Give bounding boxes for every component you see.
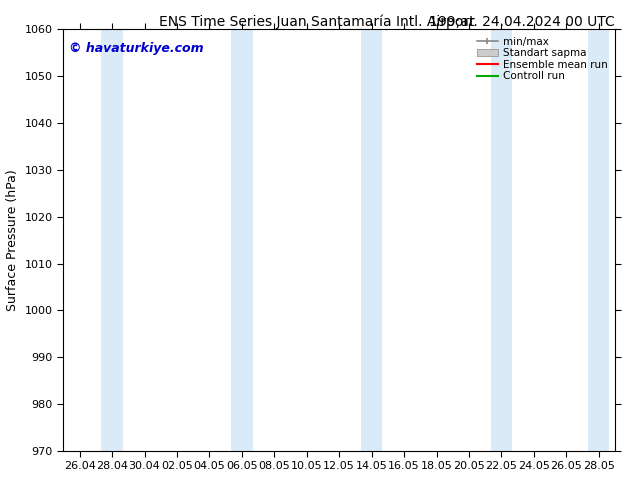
Bar: [101, 29, 113, 451]
Y-axis label: Surface Pressure (hPa): Surface Pressure (hPa): [6, 169, 19, 311]
Bar: [241, 29, 252, 451]
Bar: [500, 29, 512, 451]
Bar: [231, 29, 243, 451]
Bar: [598, 29, 609, 451]
Bar: [361, 29, 373, 451]
Bar: [371, 29, 382, 451]
Text: © havaturkiye.com: © havaturkiye.com: [69, 42, 204, 55]
Bar: [491, 29, 502, 451]
Legend: min/max, Standart sapma, Ensemble mean run, Controll run: min/max, Standart sapma, Ensemble mean r…: [475, 35, 610, 83]
Bar: [588, 29, 600, 451]
Text: ENS Time Series Juan Santamaría Intl. Airport: ENS Time Series Juan Santamaría Intl. Ai…: [159, 15, 475, 29]
Bar: [111, 29, 123, 451]
Text: 199;ar. 24.04.2024 00 UTC: 199;ar. 24.04.2024 00 UTC: [429, 15, 615, 29]
